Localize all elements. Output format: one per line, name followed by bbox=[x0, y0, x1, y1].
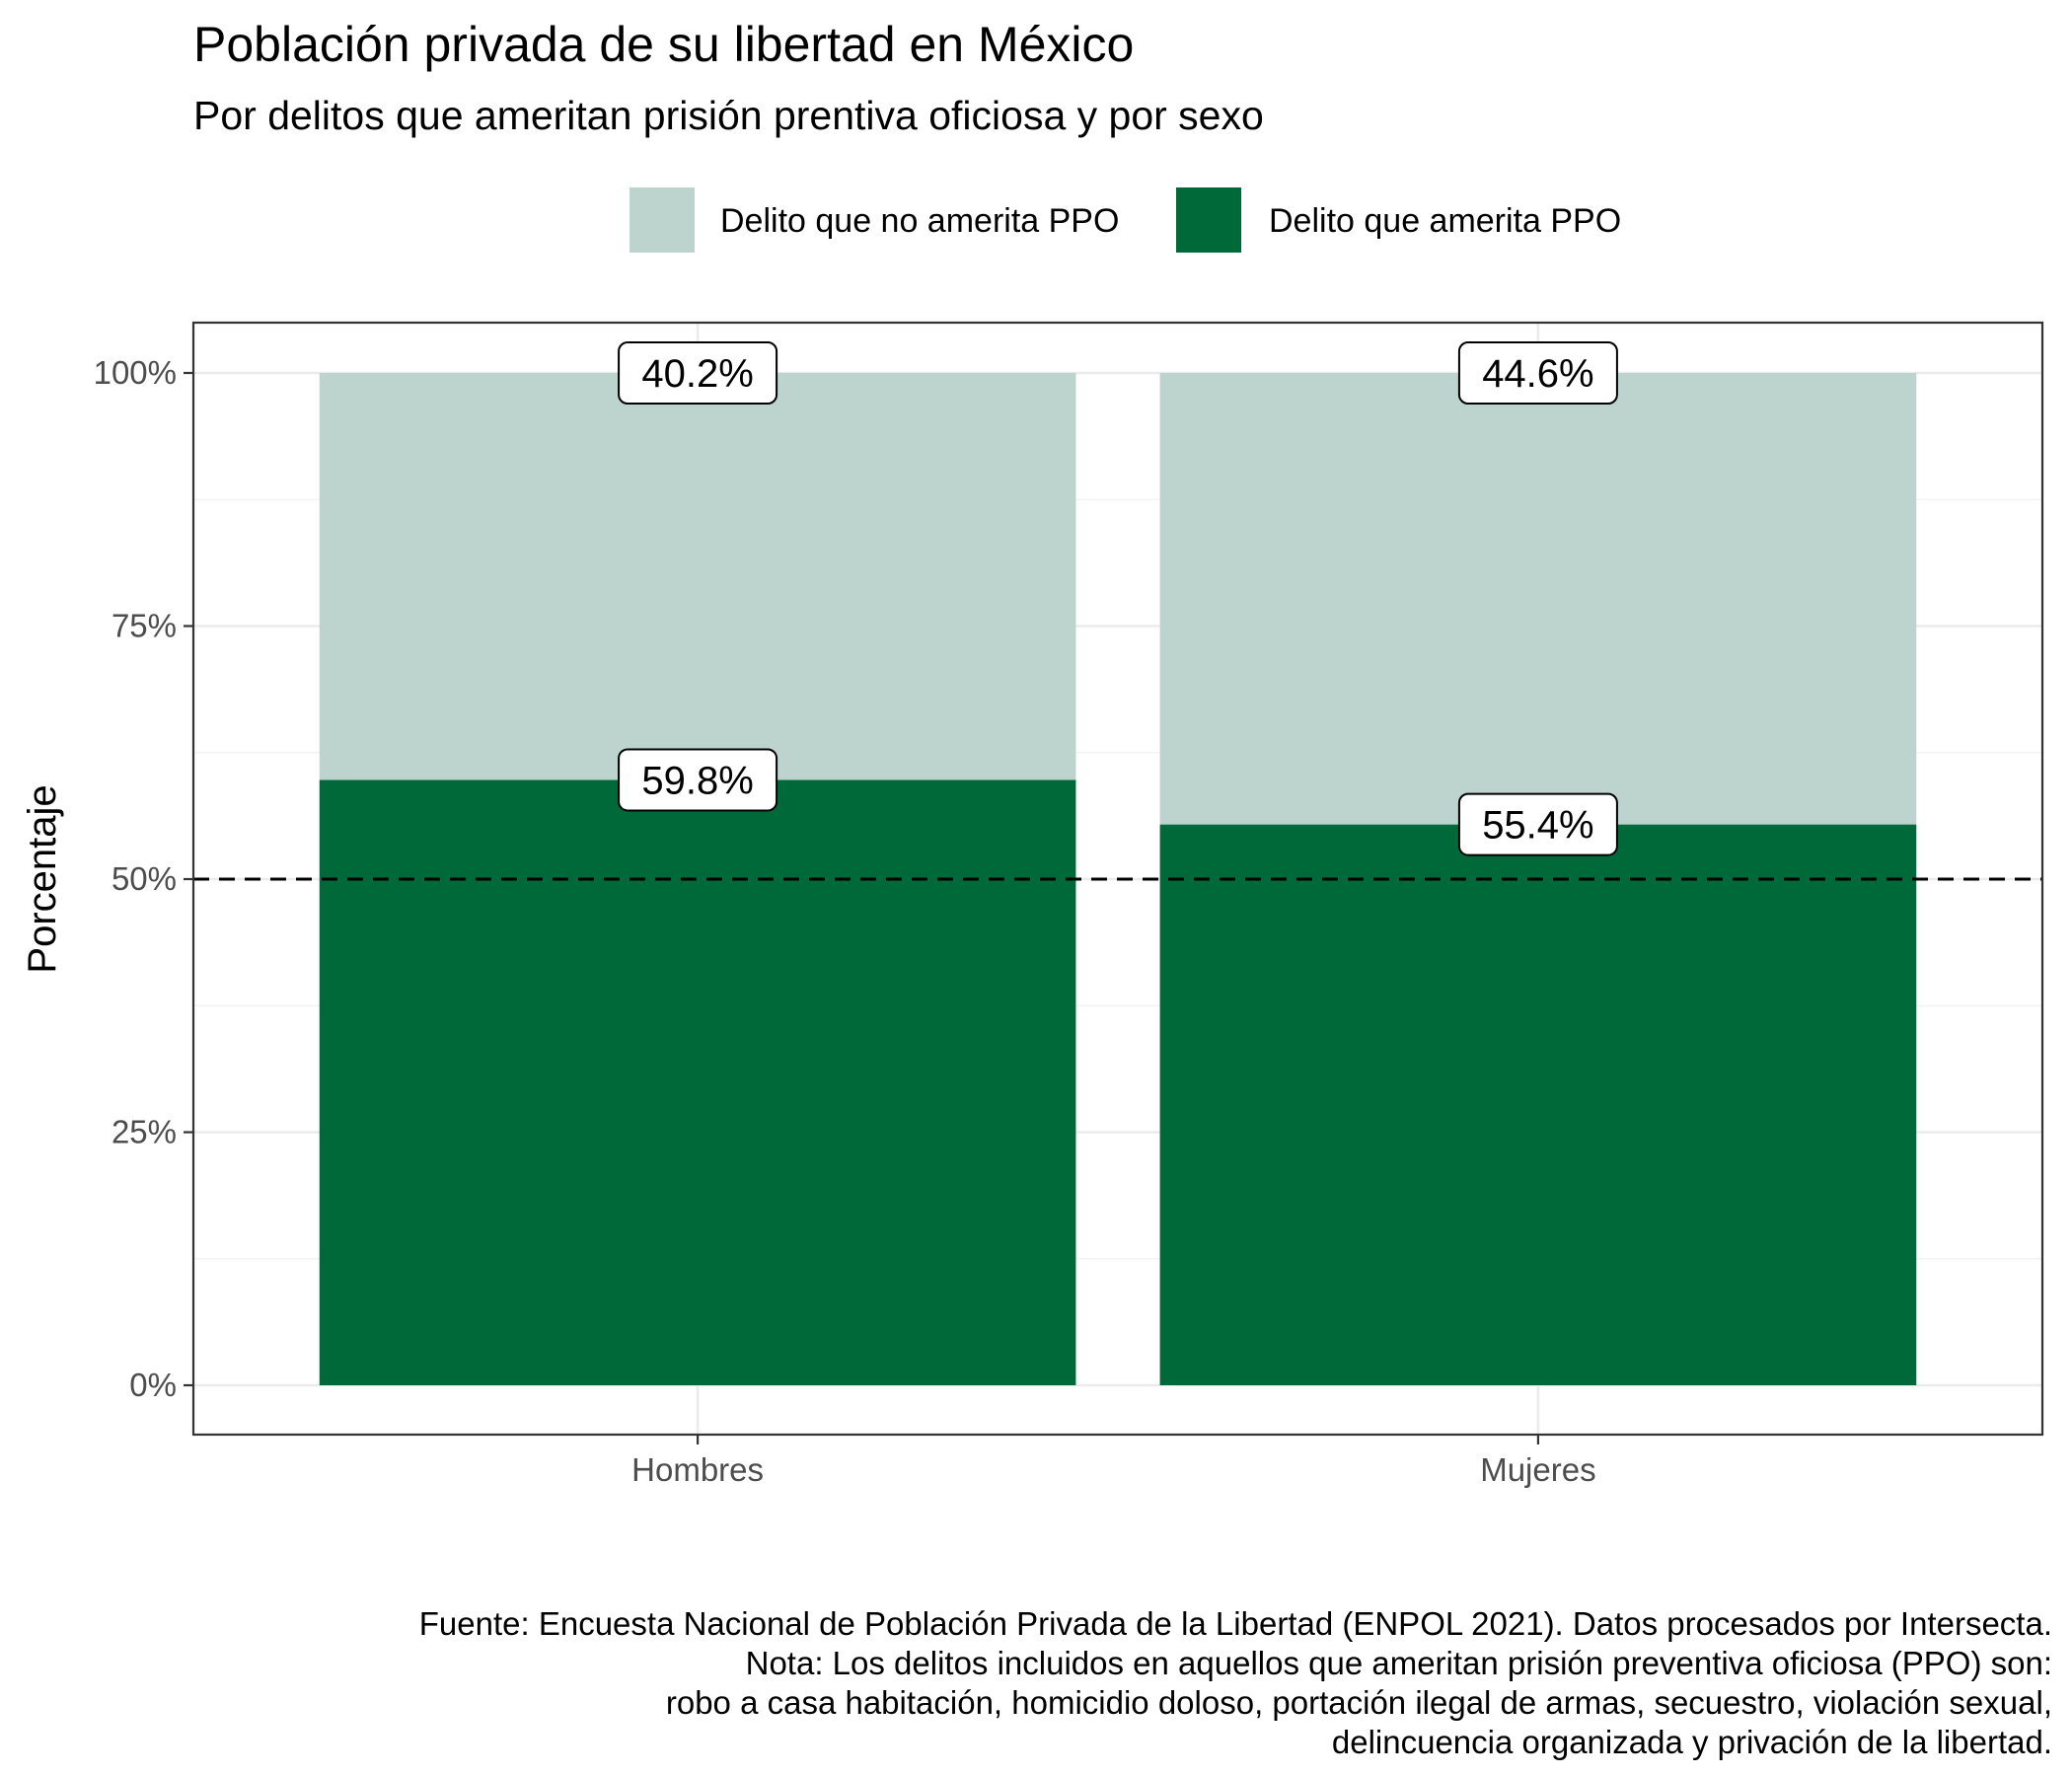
data-label-hombres: 59.8% bbox=[618, 748, 778, 812]
data-label-box bbox=[618, 748, 778, 812]
legend-swatch-ppo bbox=[1176, 187, 1241, 253]
legend-label-no-ppo: Delito que no amerita PPO bbox=[720, 202, 1119, 240]
data-label-text: 59.8% bbox=[641, 759, 753, 802]
x-axis: Hombres Mujeres bbox=[631, 1435, 1596, 1488]
y-tick-label: 0% bbox=[129, 1367, 177, 1403]
x-tick-label: Hombres bbox=[631, 1451, 764, 1488]
data-labels: 59.8% 40.2% 55.4% 44.6% bbox=[618, 341, 1618, 856]
legend-swatch-no-ppo bbox=[629, 187, 695, 253]
data-label-text: 44.6% bbox=[1482, 352, 1593, 396]
chart-subtitle: Por delitos que ameritan prisión prentiv… bbox=[193, 93, 1264, 138]
chart-title: Población privada de su libertad en Méxi… bbox=[193, 17, 1134, 72]
data-label-hombres: 40.2% bbox=[618, 341, 778, 405]
caption-line-crimes-2: delincuencia organizada y privación de l… bbox=[1332, 1724, 2052, 1760]
data-label-text: 40.2% bbox=[641, 352, 753, 396]
data-label-box bbox=[618, 341, 778, 405]
bar-hombres-ppo bbox=[319, 779, 1076, 1385]
data-label-box bbox=[1457, 792, 1618, 856]
data-label-mujeres: 55.4% bbox=[1457, 792, 1618, 856]
bar-mujeres-ppo bbox=[1159, 824, 1917, 1385]
legend: Delito que no amerita PPO Delito que ame… bbox=[629, 187, 1621, 253]
bar-mujeres-no-ppo bbox=[1159, 373, 1917, 825]
y-tick-label: 100% bbox=[94, 354, 177, 391]
data-label-mujeres: 44.6% bbox=[1457, 341, 1618, 405]
y-axis: 0% 25% 50% 75% 100% bbox=[94, 354, 193, 1403]
legend-label-ppo: Delito que amerita PPO bbox=[1269, 202, 1621, 240]
caption-line-source: Fuente: Encuesta Nacional de Población P… bbox=[419, 1605, 2052, 1642]
y-tick-label: 50% bbox=[111, 860, 177, 897]
caption-line-note: Nota: Los delitos incluidos en aquellos … bbox=[746, 1645, 2052, 1681]
x-tick-label: Mujeres bbox=[1480, 1451, 1595, 1488]
bars bbox=[319, 373, 1917, 1385]
caption-line-crimes-1: robo a casa habitación, homicidio doloso… bbox=[666, 1684, 2052, 1721]
data-label-box bbox=[1457, 341, 1618, 405]
data-label-text: 55.4% bbox=[1482, 804, 1593, 848]
y-tick-label: 75% bbox=[111, 608, 177, 644]
y-axis-title: Porcentaje bbox=[21, 784, 64, 973]
caption: Fuente: Encuesta Nacional de Población P… bbox=[419, 1605, 2052, 1760]
y-tick-label: 25% bbox=[111, 1114, 177, 1150]
bar-hombres-no-ppo bbox=[319, 373, 1076, 780]
